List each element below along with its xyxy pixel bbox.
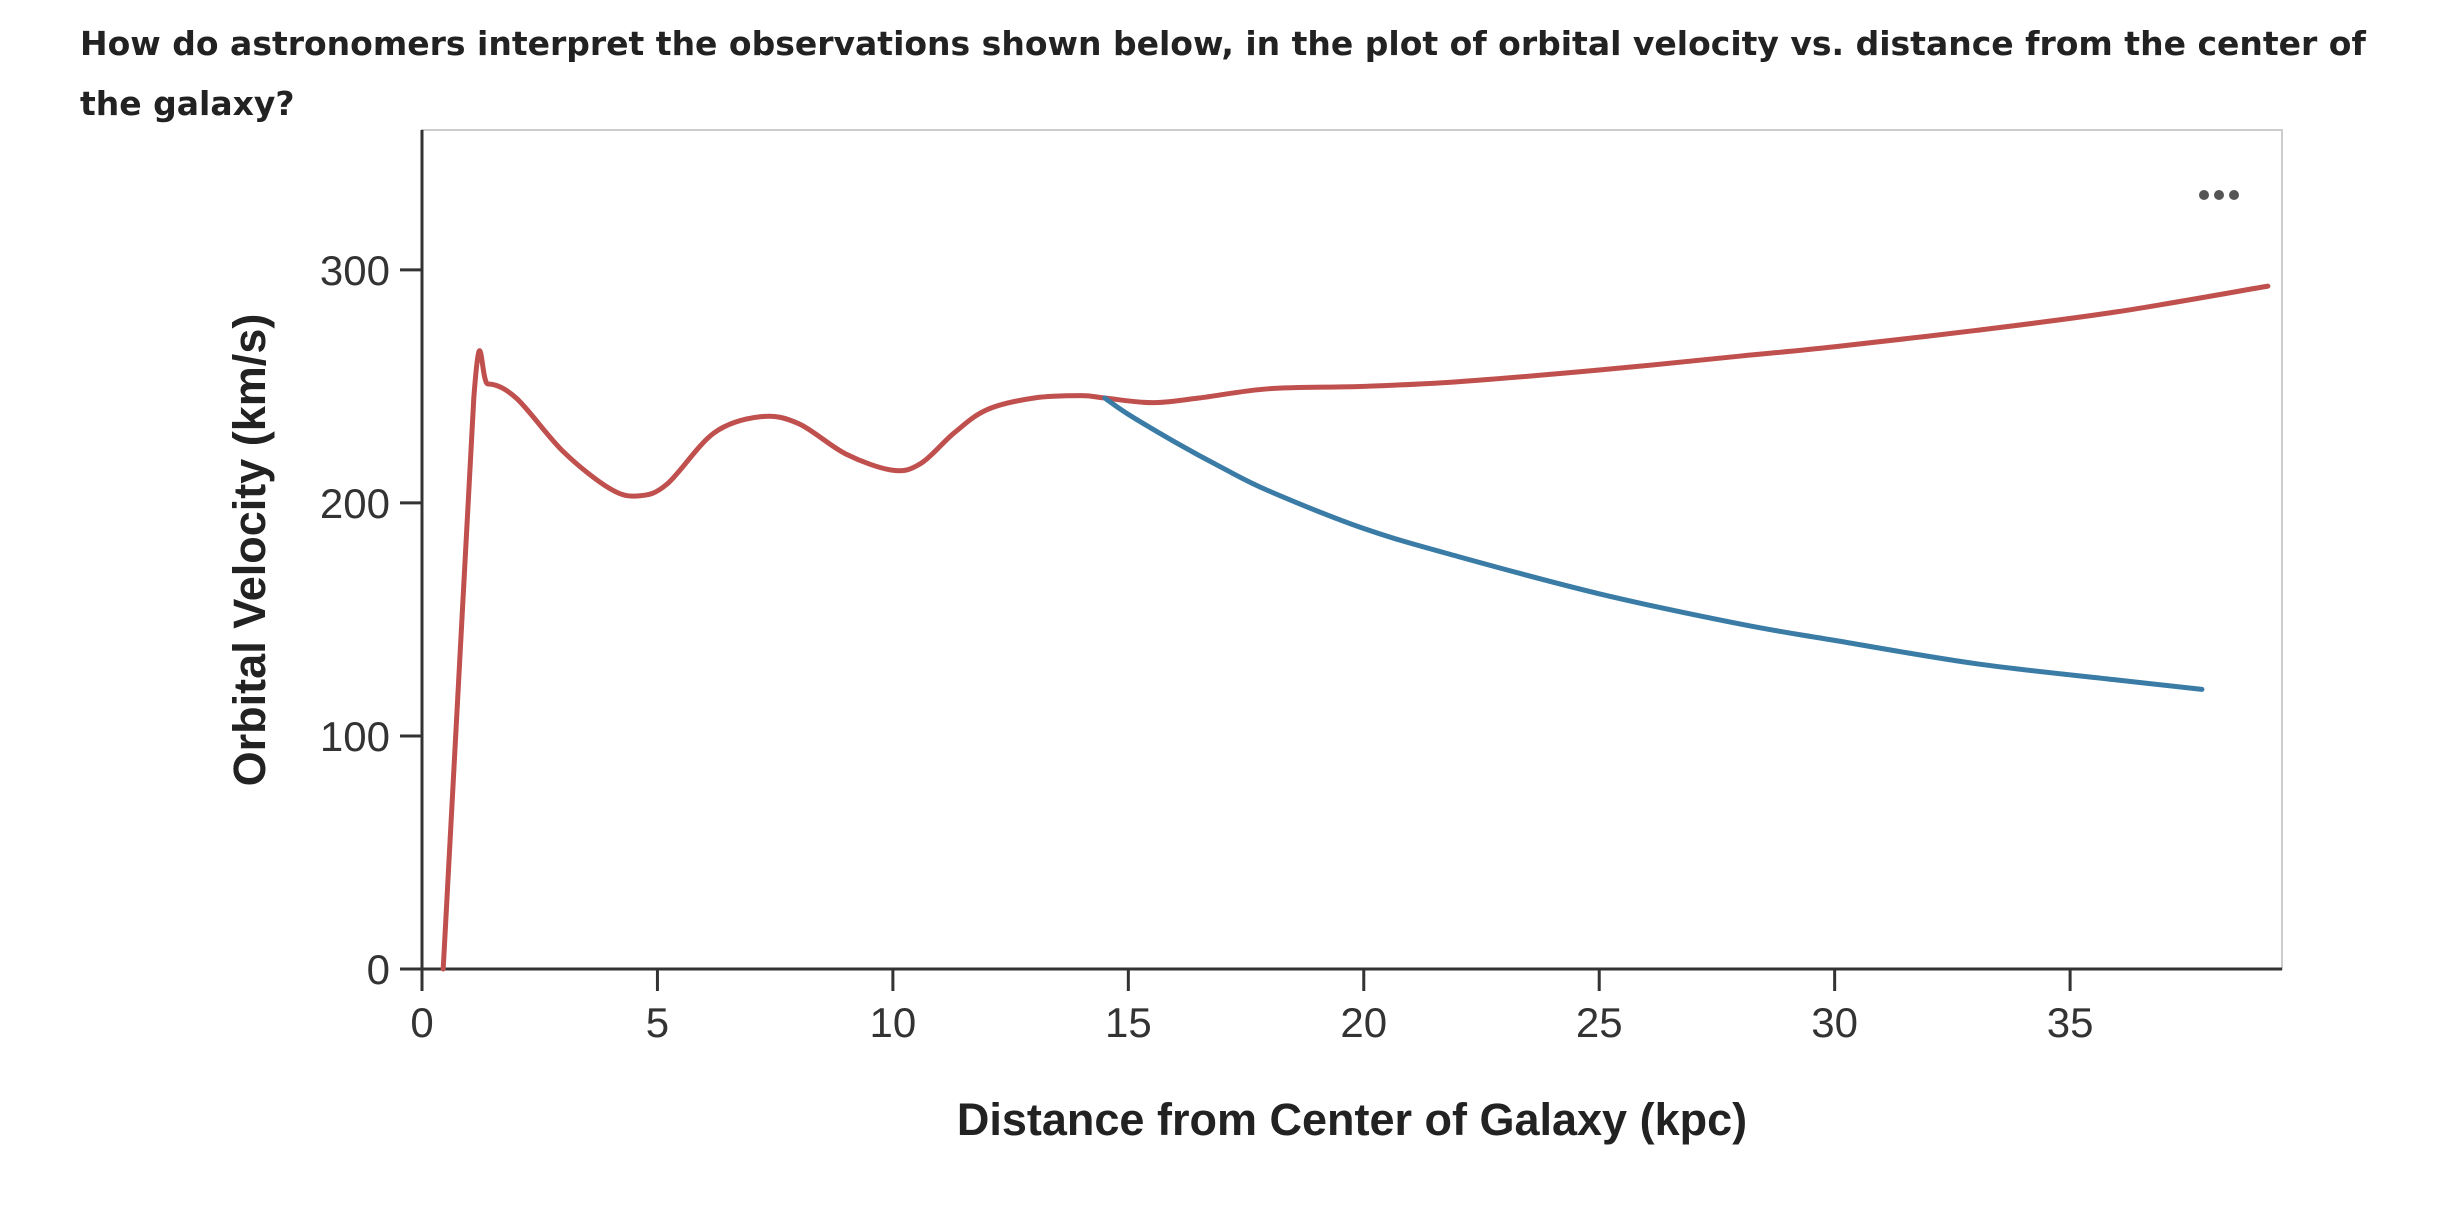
y-tick-label: 100 [320,713,390,760]
x-tick-label: 0 [410,999,433,1046]
x-tick-label: 20 [1340,999,1387,1046]
x-tick-label: 5 [646,999,669,1046]
x-tick-label: 35 [2047,999,2094,1046]
y-tick-label: 0 [367,946,390,993]
y-tick-label: 200 [320,480,390,527]
x-tick-label: 15 [1105,999,1152,1046]
y-axis-title: Orbital Velocity (km/s) [224,314,275,787]
x-tick-label: 30 [1811,999,1858,1046]
x-axis-title: Distance from Center of Galaxy (kpc) [957,1094,1747,1145]
more-options-icon[interactable] [2199,190,2239,200]
predicted-velocity-line [1102,395,2205,692]
y-tick-label: 300 [320,247,390,294]
x-tick-label: 10 [870,999,917,1046]
question-text: How do astronomers interpret the observa… [80,24,2366,123]
x-tick-label: 25 [1576,999,1623,1046]
observed-velocity-line [440,283,2271,972]
plot-frame [421,129,2283,970]
